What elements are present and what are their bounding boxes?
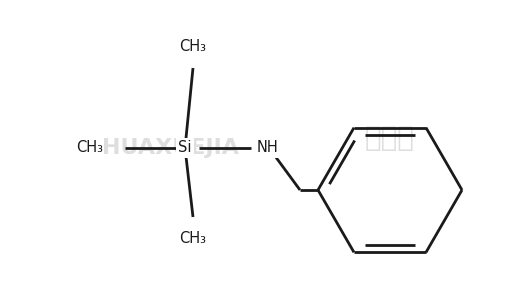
Text: NH: NH xyxy=(256,141,278,155)
Text: 化学加: 化学加 xyxy=(365,124,415,152)
Text: HUAXUEJIA: HUAXUEJIA xyxy=(102,138,238,158)
Text: CH₃: CH₃ xyxy=(76,141,103,155)
Text: CH₃: CH₃ xyxy=(180,231,207,246)
Text: ®: ® xyxy=(178,141,189,151)
Text: Si: Si xyxy=(178,141,192,155)
Text: CH₃: CH₃ xyxy=(180,39,207,54)
